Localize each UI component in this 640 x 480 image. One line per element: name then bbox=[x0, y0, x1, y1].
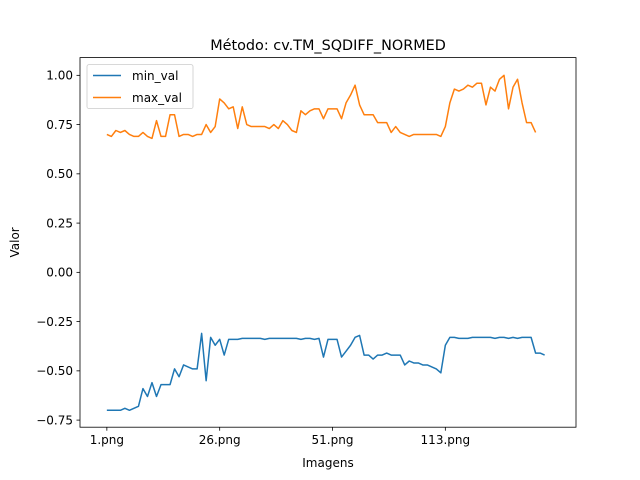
y-tick-label: −0.50 bbox=[36, 364, 73, 378]
x-tick-label: 1.png bbox=[90, 433, 124, 447]
series-line-max-val bbox=[106, 74, 537, 140]
y-tick-label: 0.25 bbox=[46, 216, 73, 230]
y-axis-label: Valor bbox=[8, 227, 22, 257]
x-tick-label: 51.png bbox=[312, 433, 354, 447]
x-tick-label: 113.png bbox=[421, 433, 471, 447]
y-tick-label: 0.50 bbox=[46, 167, 73, 181]
series-layer bbox=[106, 74, 545, 412]
x-axis-label: Imagens bbox=[302, 456, 353, 470]
y-tick-label: 0.00 bbox=[46, 266, 73, 280]
y-axis: −0.75 −0.50 −0.25 0.00 0.25 0.50 0.75 1.00 bbox=[36, 69, 80, 427]
legend-label-max-val: max_val bbox=[132, 91, 182, 105]
x-axis: 1.png 26.png 51.png 113.png bbox=[90, 427, 470, 447]
y-tick-label: −0.25 bbox=[36, 315, 73, 329]
plot-area bbox=[80, 57, 576, 428]
y-tick-label: 1.00 bbox=[46, 69, 73, 83]
y-tick-label: −0.75 bbox=[36, 413, 73, 427]
chart-title: Método: cv.TM_SQDIFF_NORMED bbox=[210, 38, 446, 54]
legend: min_val max_val bbox=[86, 64, 194, 109]
series-line-min-val bbox=[106, 332, 545, 412]
y-tick-label: 0.75 bbox=[46, 118, 73, 132]
x-tick-label: 26.png bbox=[199, 433, 241, 447]
plot-frame bbox=[79, 57, 577, 428]
legend-label-min-val: min_val bbox=[132, 69, 178, 83]
